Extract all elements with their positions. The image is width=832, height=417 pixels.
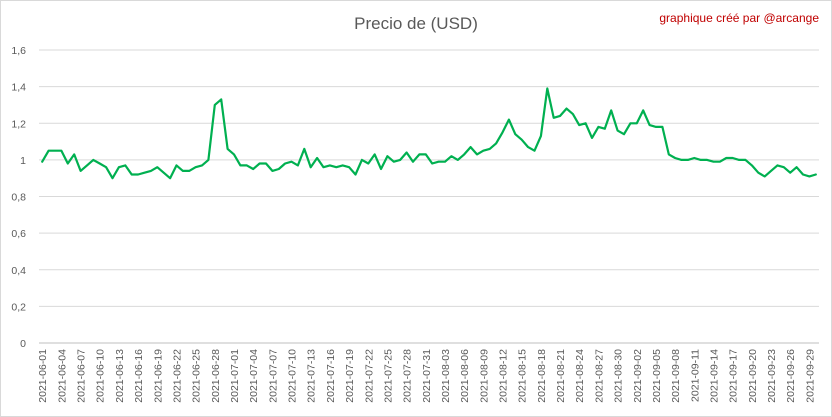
x-tick-label: 2021-09-29 [804, 349, 816, 403]
x-tick-label: 2021-06-19 [152, 349, 164, 403]
x-axis-ticks: 2021-06-01 2021-06-04 2021-06-07 2021-06-10… [37, 349, 816, 403]
price-line [41, 87, 817, 180]
x-tick-label: 2021-08-24 [574, 349, 586, 403]
x-tick-label: 2021-06-22 [171, 349, 183, 403]
x-tick-label: 2021-08-09 [478, 349, 490, 403]
y-tick-label: 0,6 [11, 228, 26, 240]
x-tick-label: 2021-06-04 [56, 349, 68, 403]
x-tick-label: 2021-07-07 [267, 349, 279, 403]
x-tick-label: 2021-08-21 [555, 349, 567, 403]
x-tick-label: 2021-07-28 [402, 349, 414, 403]
x-tick-label: 2021-08-06 [459, 349, 471, 403]
chart-title: Precio de (USD) [354, 14, 478, 33]
y-tick-label: 0 [20, 338, 26, 350]
x-tick-label: 2021-07-04 [248, 349, 260, 403]
x-tick-label: 2021-09-23 [766, 349, 778, 403]
x-tick-label: 2021-08-30 [613, 349, 625, 403]
x-tick-label: 2021-07-01 [229, 349, 241, 403]
y-tick-label: 0,4 [11, 265, 26, 277]
y-tick-label: 1 [20, 155, 26, 167]
gridlines [39, 49, 819, 344]
x-tick-label: 2021-09-17 [728, 349, 740, 403]
x-tick-label: 2021-06-28 [210, 349, 222, 403]
y-tick-label: 0,8 [11, 192, 26, 204]
x-tick-label: 2021-09-26 [785, 349, 797, 403]
x-tick-label: 2021-09-11 [689, 349, 701, 402]
x-tick-label: 2021-07-16 [325, 349, 337, 403]
x-tick-label: 2021-09-05 [651, 349, 663, 403]
x-tick-label: 2021-06-16 [133, 349, 145, 403]
x-tick-label: 2021-09-02 [632, 349, 644, 403]
x-tick-label: 2021-09-14 [709, 349, 721, 403]
x-tick-label: 2021-07-31 [421, 349, 433, 403]
x-tick-label: 2021-06-25 [191, 349, 203, 403]
x-tick-label: 2021-08-15 [517, 349, 529, 403]
y-tick-label: 1,2 [11, 118, 26, 130]
x-tick-label: 2021-09-08 [670, 349, 682, 403]
x-tick-label: 2021-08-18 [536, 349, 548, 403]
credit-label: graphique créé par @arcange [659, 11, 819, 25]
y-tick-label: 1,4 [11, 82, 26, 94]
x-tick-label: 2021-09-20 [747, 349, 759, 403]
y-axis-ticks: 0 0,2 0,4 0,6 0,8 1 1,2 1,4 1,6 [11, 45, 26, 350]
x-tick-label: 2021-07-13 [306, 349, 318, 403]
y-tick-label: 0,2 [11, 301, 26, 313]
y-tick-label: 1,6 [11, 45, 26, 57]
x-tick-label: 2021-08-12 [498, 349, 510, 403]
price-series [41, 87, 817, 180]
x-tick-label: 2021-08-27 [593, 349, 605, 403]
x-tick-label: 2021-06-13 [114, 349, 126, 403]
x-tick-label: 2021-07-19 [344, 349, 356, 403]
x-tick-label: 2021-07-10 [287, 349, 299, 403]
x-tick-label: 2021-07-25 [382, 349, 394, 403]
x-tick-label: 2021-08-03 [440, 349, 452, 403]
x-tick-label: 2021-06-10 [95, 349, 107, 403]
x-tick-label: 2021-06-01 [37, 349, 49, 403]
x-tick-label: 2021-07-22 [363, 349, 375, 403]
x-tick-label: 2021-06-07 [76, 349, 88, 403]
